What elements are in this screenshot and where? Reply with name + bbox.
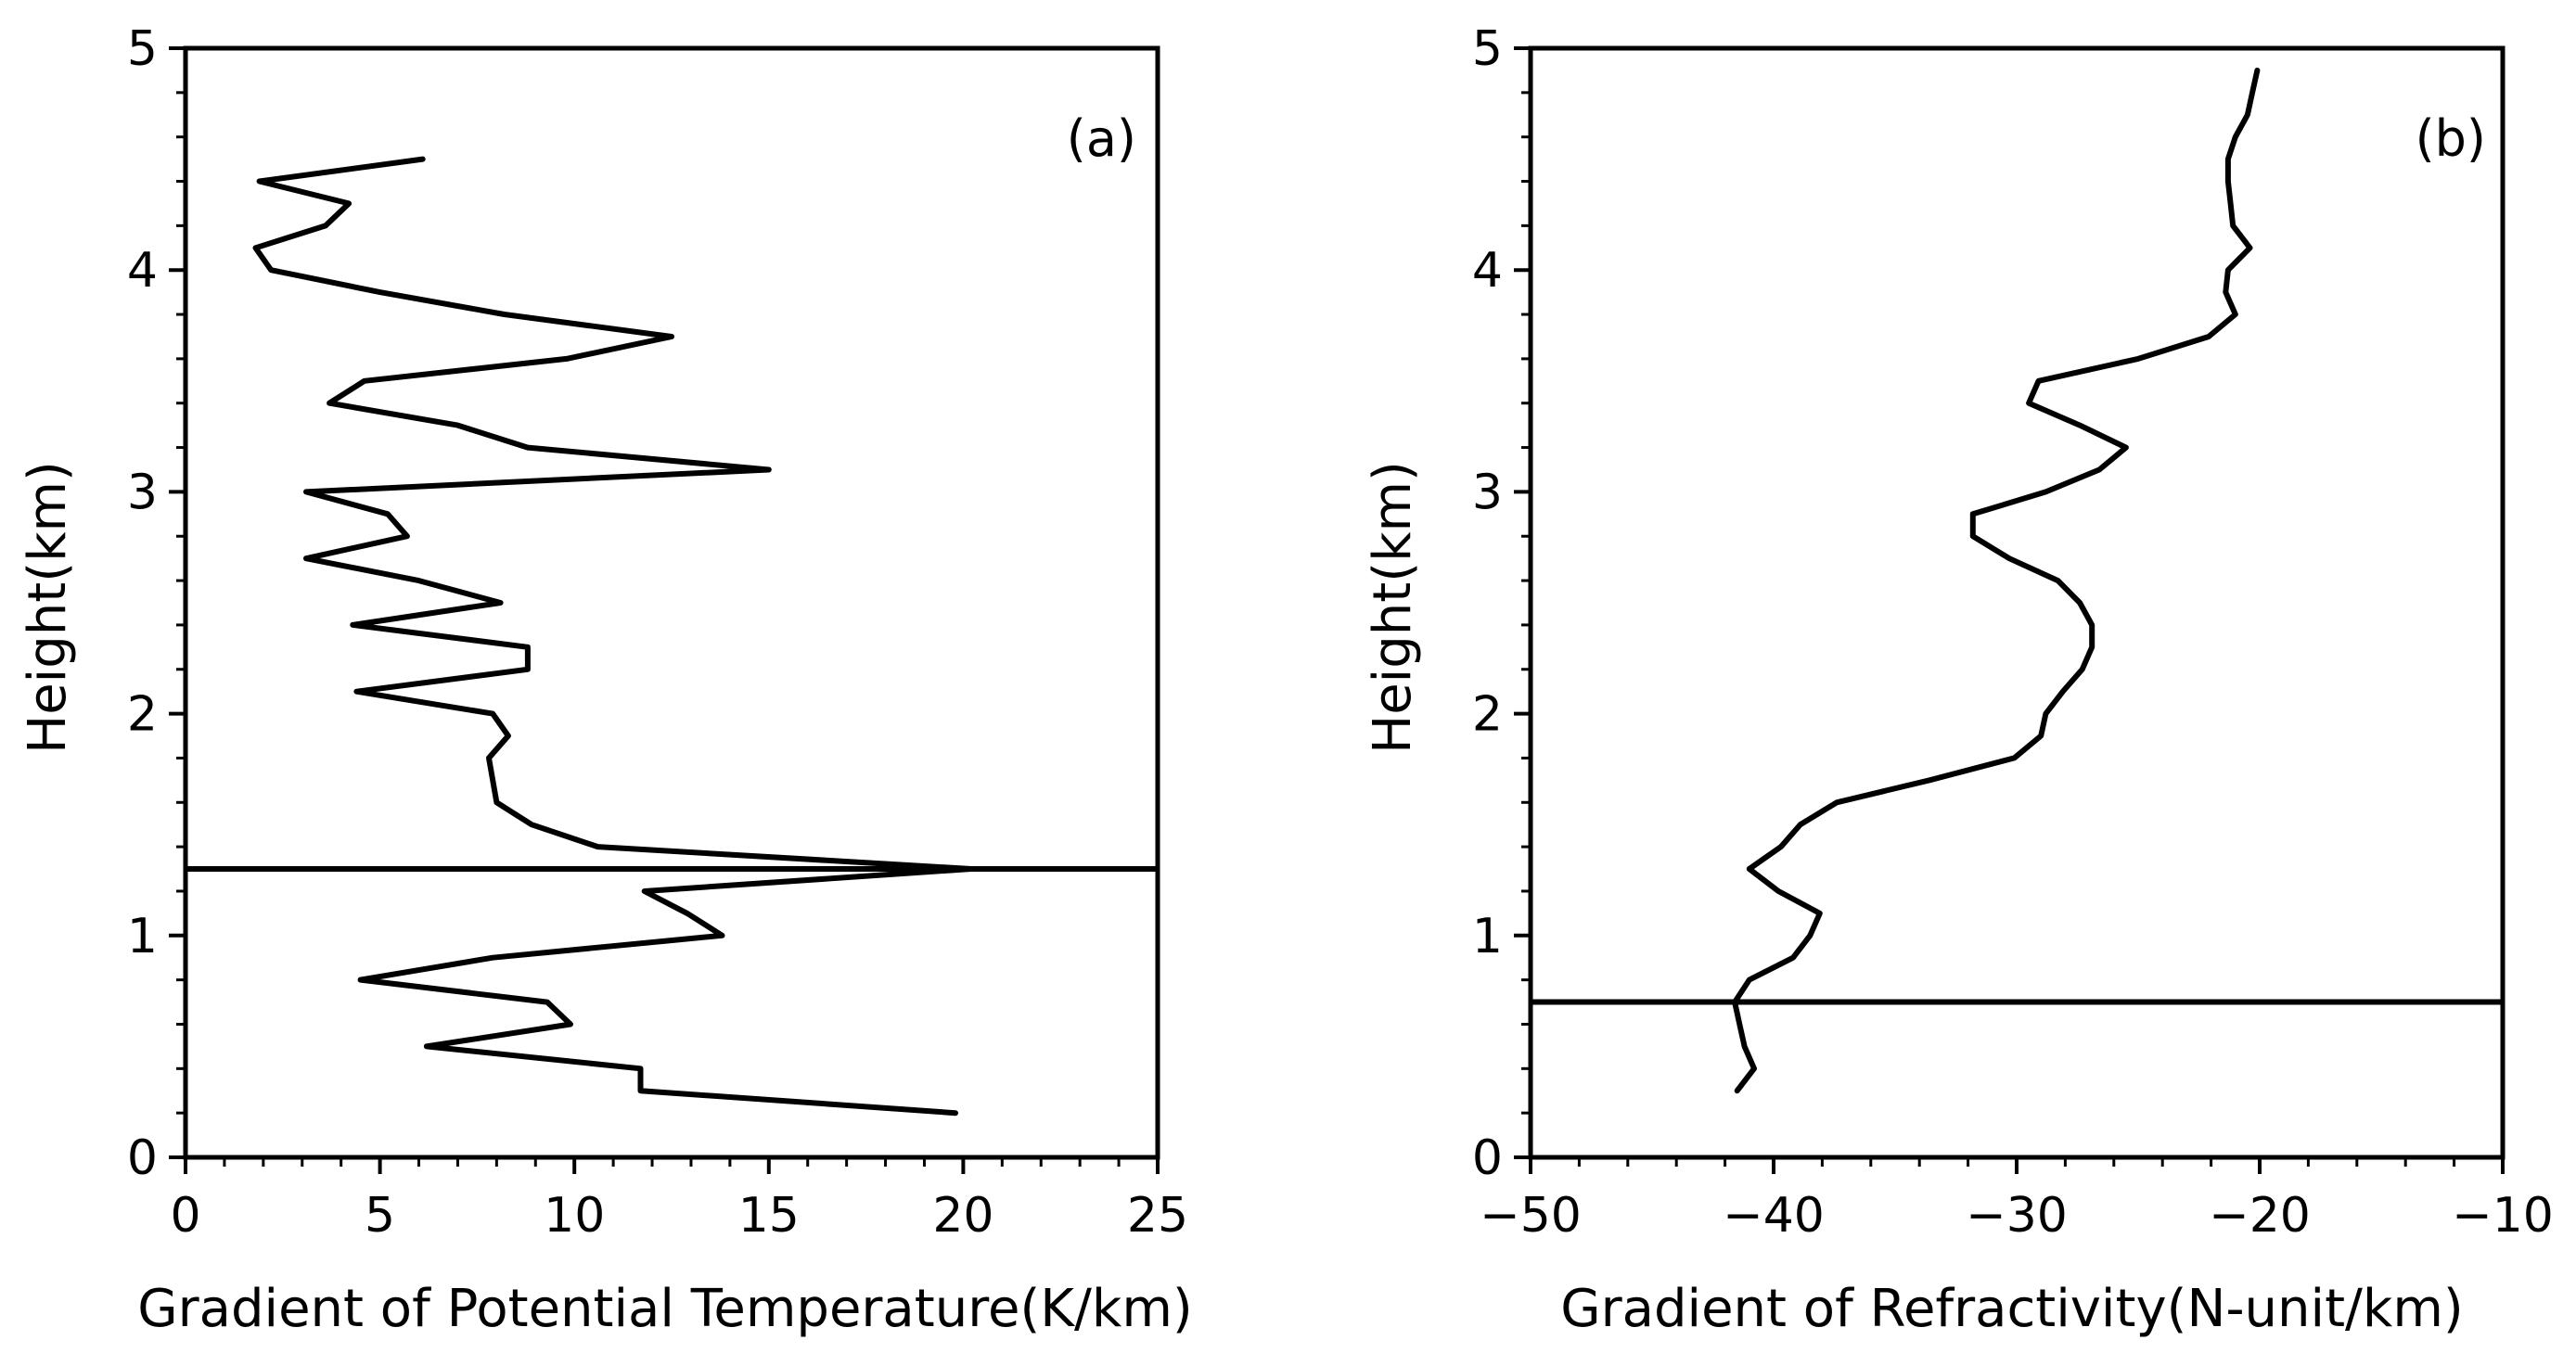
panel-b-plot-frame <box>1528 45 2506 1160</box>
panel-a-x-tick-label: 0 <box>170 1188 200 1244</box>
panel-b-y-tick-label: 2 <box>1472 687 1503 743</box>
panel-a-x-tick-label: 20 <box>932 1188 993 1244</box>
panel-a-label: (a) <box>1067 109 1136 168</box>
panel-b-label: (b) <box>2416 109 2486 168</box>
panel-a-y-tick-label: 3 <box>127 465 158 520</box>
panel-a-y-tick-label: 5 <box>127 21 158 77</box>
panel-a-plot-frame <box>183 45 1160 1160</box>
panel-a: (a) Gradient of Potential Temperature(K/… <box>18 21 1193 1339</box>
panel-b-y-tick-label: 3 <box>1472 465 1503 520</box>
panel-a-y-tick-label: 2 <box>127 687 158 743</box>
panel-b: (b) Gradient of Refractivity(N-unit/km) … <box>1363 21 2554 1339</box>
panel-a-x-axis-label: Gradient of Potential Temperature(K/km) <box>137 1279 1192 1339</box>
panel-b-y-tick-label: 4 <box>1472 243 1503 299</box>
panel-b-x-tick-label: −40 <box>1723 1188 1825 1244</box>
panel-a-series-profile <box>252 156 974 1117</box>
panel-a-x-tick-label: 5 <box>365 1188 395 1244</box>
panel-a-y-tick-label: 4 <box>127 243 158 299</box>
panel-b-y-tick-label: 1 <box>1472 909 1503 964</box>
panel-b-x-tick-label: −30 <box>1966 1188 2068 1244</box>
panel-a-x-tick-label: 25 <box>1127 1188 1188 1244</box>
panel-a-y-tick-label: 1 <box>127 909 158 964</box>
panel-b-x-axis-label: Gradient of Refractivity(N-unit/km) <box>1560 1279 2463 1339</box>
panel-b-y-axis-label: Height(km) <box>1363 461 1423 754</box>
panel-a-y-axis-label: Height(km) <box>18 461 78 754</box>
panel-a-y-tick-label: 0 <box>127 1130 158 1186</box>
panel-a-x-tick-label: 15 <box>738 1188 800 1244</box>
panel-b-x-tick-label: −10 <box>2452 1188 2554 1244</box>
panel-b-y-tick-label: 0 <box>1472 1130 1503 1186</box>
panel-b-x-tick-label: −50 <box>1480 1188 1582 1244</box>
panel-b-y-tick-label: 5 <box>1472 21 1503 77</box>
panel-b-x-tick-label: −20 <box>2209 1188 2311 1244</box>
panel-a-x-tick-label: 10 <box>544 1188 605 1244</box>
panel-b-series-profile <box>1732 67 2261 1094</box>
